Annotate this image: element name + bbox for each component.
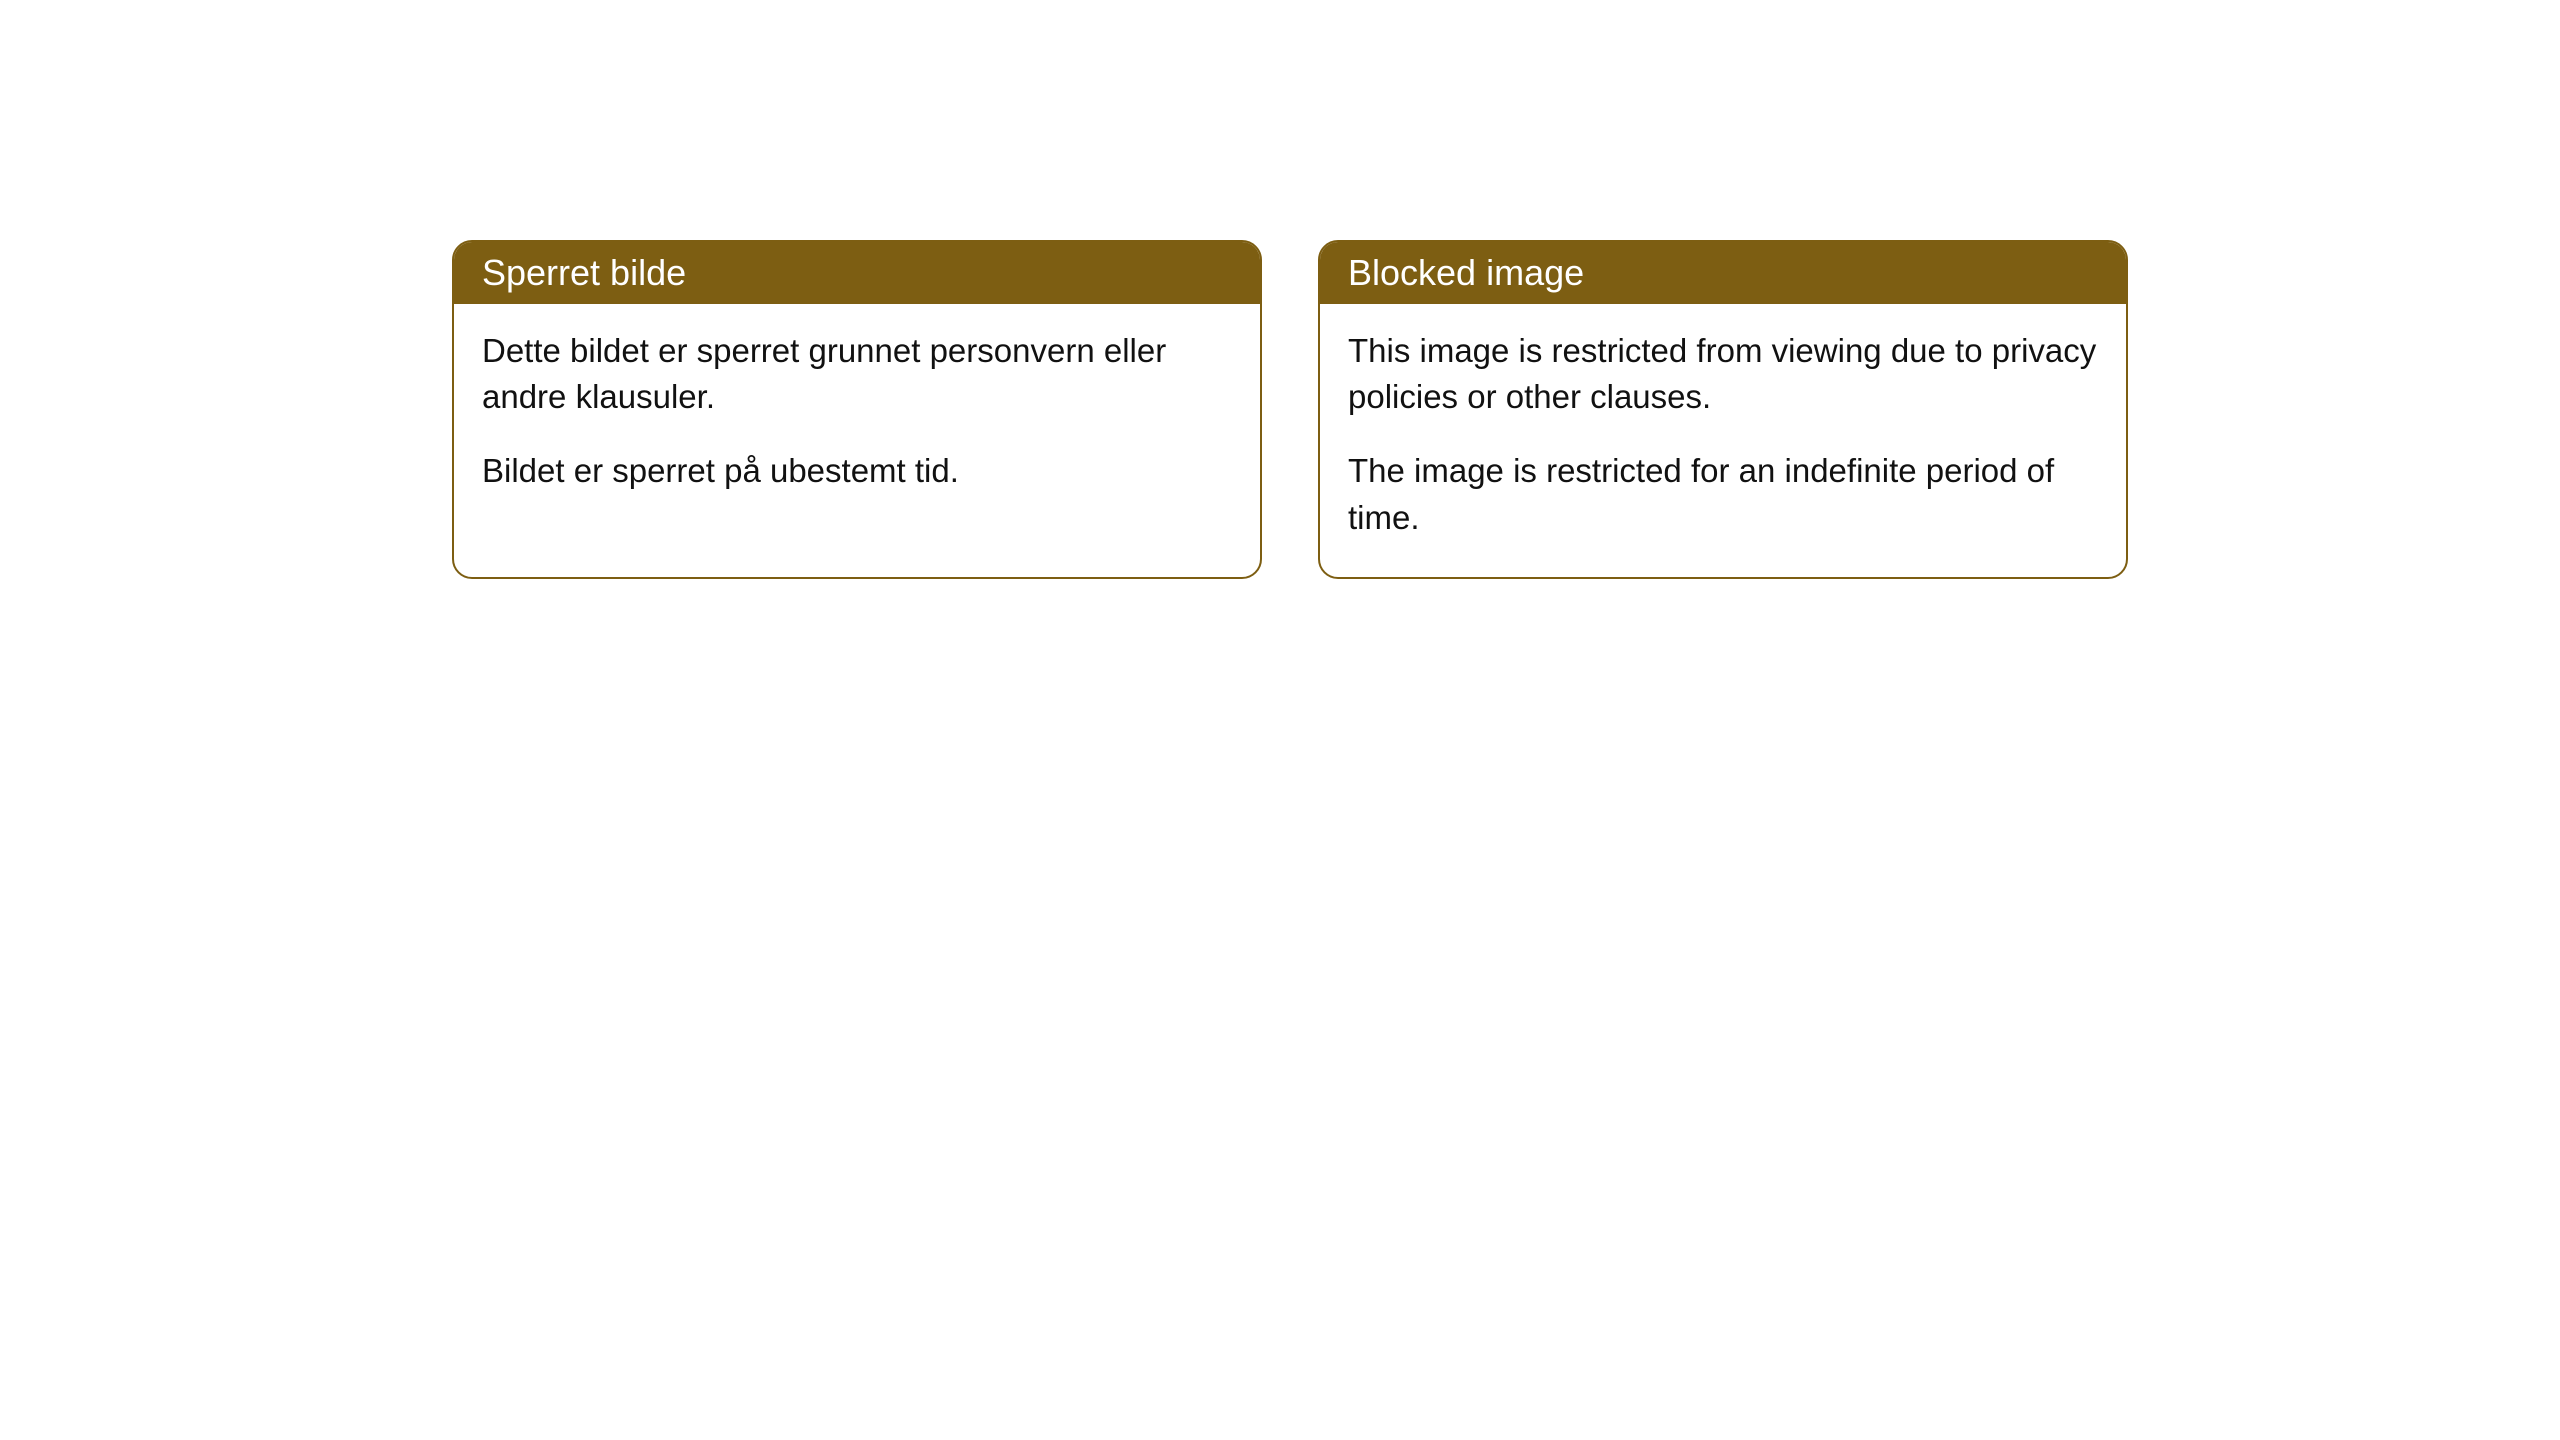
blocked-image-card-english: Blocked image This image is restricted f… bbox=[1318, 240, 2128, 579]
card-body-english: This image is restricted from viewing du… bbox=[1320, 304, 2126, 577]
card-body-norwegian: Dette bildet er sperret grunnet personve… bbox=[454, 304, 1260, 531]
card-paragraph: The image is restricted for an indefinit… bbox=[1348, 448, 2098, 540]
notice-container: Sperret bilde Dette bildet er sperret gr… bbox=[452, 240, 2128, 579]
card-header-norwegian: Sperret bilde bbox=[454, 242, 1260, 304]
card-paragraph: Bildet er sperret på ubestemt tid. bbox=[482, 448, 1232, 494]
blocked-image-card-norwegian: Sperret bilde Dette bildet er sperret gr… bbox=[452, 240, 1262, 579]
card-paragraph: Dette bildet er sperret grunnet personve… bbox=[482, 328, 1232, 420]
card-header-english: Blocked image bbox=[1320, 242, 2126, 304]
card-paragraph: This image is restricted from viewing du… bbox=[1348, 328, 2098, 420]
